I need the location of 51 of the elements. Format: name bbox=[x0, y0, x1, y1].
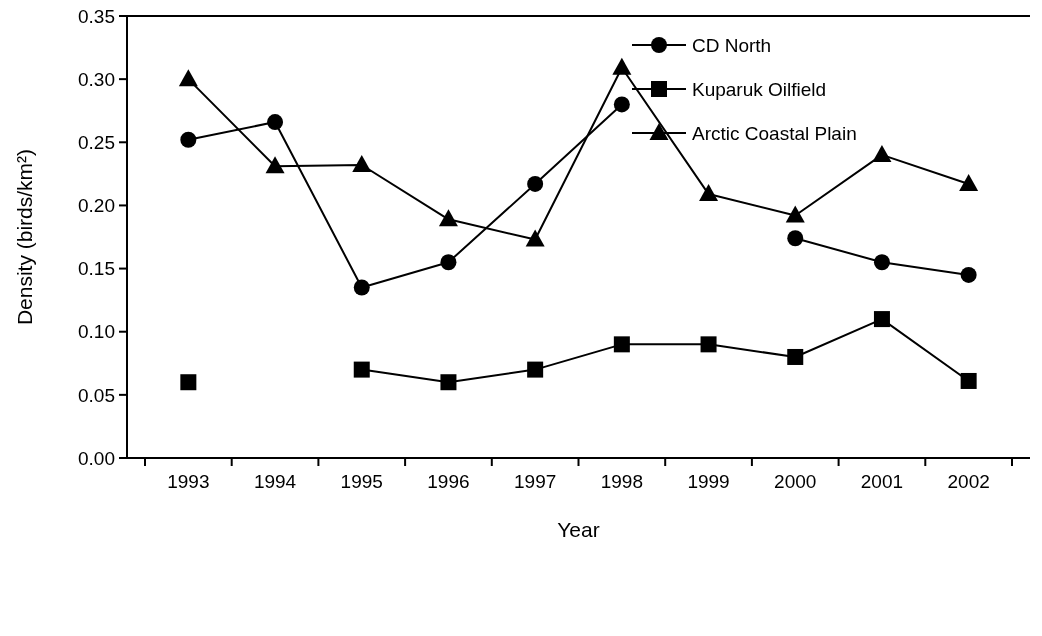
y-axis-title: Density (birds/km²) bbox=[13, 148, 36, 326]
point bbox=[612, 57, 632, 75]
x-tick-label: 1995 bbox=[340, 471, 383, 492]
point bbox=[352, 155, 372, 173]
y-tick-label: 0.00 bbox=[78, 447, 115, 469]
point bbox=[787, 348, 804, 365]
y-tick-label: 0.10 bbox=[78, 321, 115, 343]
point bbox=[960, 266, 977, 283]
point bbox=[613, 336, 630, 353]
x-tick-label: 1993 bbox=[167, 471, 210, 492]
point bbox=[787, 230, 804, 247]
y-tick-label: 0.35 bbox=[78, 5, 115, 27]
point bbox=[440, 254, 457, 271]
legend-label: CD North bbox=[692, 34, 772, 56]
y-tick-label: 0.25 bbox=[78, 131, 115, 153]
x-tick-label: 2001 bbox=[860, 471, 904, 492]
point bbox=[873, 254, 890, 271]
point bbox=[785, 205, 805, 223]
point bbox=[180, 374, 197, 391]
y-tick-label: 0.05 bbox=[78, 384, 115, 406]
point bbox=[525, 229, 545, 247]
point bbox=[353, 279, 370, 296]
point bbox=[960, 372, 977, 389]
legend-label: Arctic Coastal Plain bbox=[692, 122, 857, 144]
point bbox=[872, 144, 892, 162]
x-tick-label: 1998 bbox=[600, 471, 643, 492]
point bbox=[527, 175, 544, 192]
point bbox=[959, 173, 979, 191]
point bbox=[353, 361, 370, 378]
point bbox=[265, 156, 285, 174]
legend-label: Kuparuk Oilfield bbox=[692, 78, 827, 100]
point bbox=[438, 209, 458, 227]
y-tick-label: 0.20 bbox=[78, 195, 115, 217]
point bbox=[267, 114, 284, 131]
point bbox=[527, 361, 544, 378]
y-tick-label: 0.30 bbox=[78, 68, 115, 90]
point bbox=[440, 374, 457, 391]
point bbox=[180, 131, 197, 148]
point bbox=[699, 184, 719, 202]
y-tick-label: 0.15 bbox=[78, 258, 115, 280]
point bbox=[873, 311, 890, 328]
x-tick-label: 1994 bbox=[253, 471, 297, 492]
point bbox=[700, 336, 717, 353]
x-tick-label: 1997 bbox=[514, 471, 557, 492]
x-axis-title: Year bbox=[557, 518, 600, 541]
x-tick-label: 2000 bbox=[774, 471, 817, 492]
x-tick-label: 1996 bbox=[427, 471, 470, 492]
point bbox=[613, 96, 630, 113]
x-tick-label: 2002 bbox=[947, 471, 990, 492]
x-tick-label: 1999 bbox=[687, 471, 730, 492]
point bbox=[178, 69, 198, 87]
